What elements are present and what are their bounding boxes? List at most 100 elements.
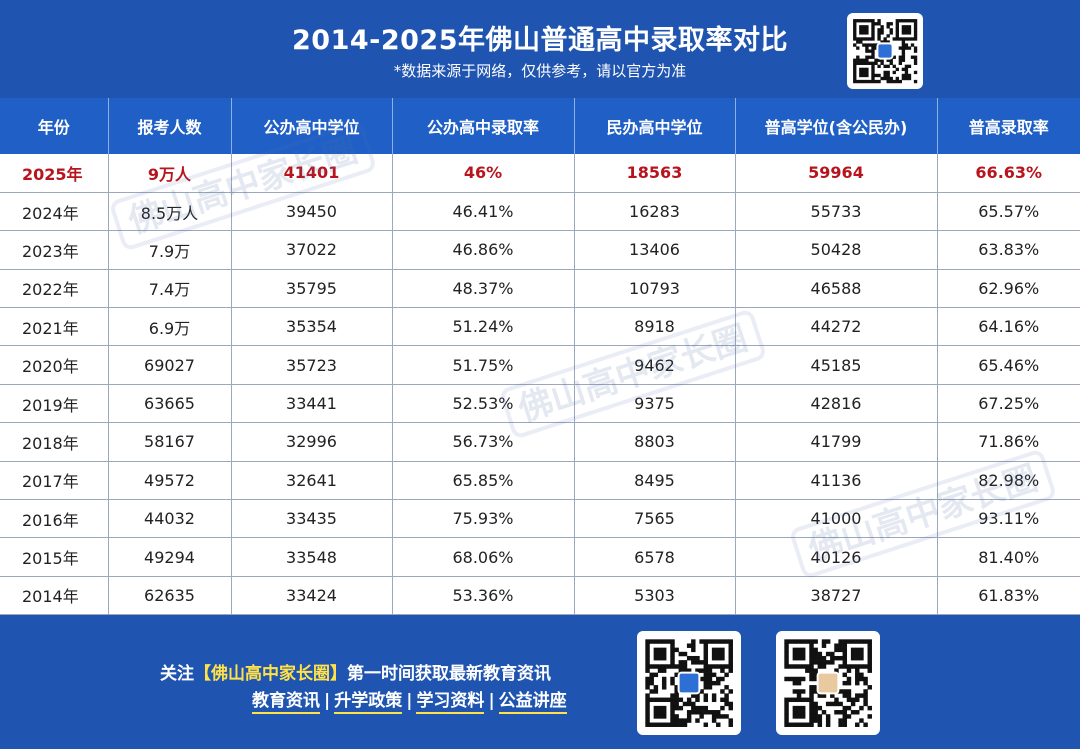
link-separator: | xyxy=(324,691,331,711)
table-cell: 9万人 xyxy=(108,154,232,193)
qr-code-icon xyxy=(637,631,741,735)
table-cell: 8.5万人 xyxy=(108,192,232,232)
year-cell: 2019年 xyxy=(0,384,109,424)
table-cell: 59964 xyxy=(735,154,938,193)
column-header: 民办高中学位 xyxy=(574,98,736,154)
table-cell: 58167 xyxy=(108,422,232,462)
table-cell: 64.16% xyxy=(937,307,1080,347)
data-table-container: 年份 报考人数 公办高中学位 公办高中录取率 民办高中学位 普高学位(含公民办) 普高录取率… xyxy=(0,98,1080,616)
table-cell: 37022 xyxy=(231,230,393,270)
table-cell: 32996 xyxy=(231,422,393,462)
year-cell: 2020年 xyxy=(0,345,109,385)
column-header: 报考人数 xyxy=(108,98,232,154)
table-cell: 65.46% xyxy=(937,345,1080,385)
table-row: 2022年 7.4万 35795 48.37% 10793 46588 62.96% xyxy=(0,269,1080,309)
table-cell: 16283 xyxy=(574,192,736,232)
table-header-row: 年份 报考人数 公办高中学位 公办高中录取率 民办高中学位 普高学位(含公民办) 普高录取率 xyxy=(0,98,1080,154)
table-cell: 33435 xyxy=(231,499,393,539)
table-row: 2016年 44032 33435 75.93% 7565 41000 93.11% xyxy=(0,499,1080,539)
table-cell: 33548 xyxy=(231,537,393,577)
table-cell: 65.85% xyxy=(392,461,575,501)
column-header: 普高录取率 xyxy=(937,98,1080,154)
year-cell: 2018年 xyxy=(0,422,109,462)
link-separator: | xyxy=(406,691,413,711)
year-cell: 2021年 xyxy=(0,307,109,347)
table-cell: 71.86% xyxy=(937,422,1080,462)
table-cell: 49572 xyxy=(108,461,232,501)
table-cell: 53.36% xyxy=(392,576,575,616)
table-cell: 46.41% xyxy=(392,192,575,232)
table-cell: 46588 xyxy=(735,269,938,309)
year-cell: 2015年 xyxy=(0,537,109,577)
follow-prefix: 关注 xyxy=(160,664,194,684)
table-cell: 67.25% xyxy=(937,384,1080,424)
table-row: 2019年 63665 33441 52.53% 9375 42816 67.25% xyxy=(0,384,1080,424)
table-cell: 81.40% xyxy=(937,537,1080,577)
table-row: 2015年 49294 33548 68.06% 6578 40126 81.40% xyxy=(0,537,1080,577)
table-cell: 41799 xyxy=(735,422,938,462)
table-cell: 7565 xyxy=(574,499,736,539)
table-cell: 39450 xyxy=(231,192,393,232)
year-cell: 2017年 xyxy=(0,461,109,501)
table-cell: 62635 xyxy=(108,576,232,616)
table-cell: 7.4万 xyxy=(108,269,232,309)
table-cell: 8495 xyxy=(574,461,736,501)
column-header: 普高学位(含公民办) xyxy=(735,98,938,154)
footer: 关注【佛山高中家长圈】第一时间获取最新教育资讯 教育资讯 | 升学政策 | 学习资料 | 公… xyxy=(0,615,1080,749)
footer-link[interactable]: 学习资料 xyxy=(416,691,485,714)
column-header: 公办高中学位 xyxy=(231,98,393,154)
table-cell: 63.83% xyxy=(937,230,1080,270)
table-row: 2021年 6.9万 35354 51.24% 8918 44272 64.16% xyxy=(0,307,1080,347)
table-cell: 40126 xyxy=(735,537,938,577)
table-cell: 33441 xyxy=(231,384,393,424)
qr-code-icon xyxy=(776,631,880,735)
table-cell: 56.73% xyxy=(392,422,575,462)
table-cell: 9462 xyxy=(574,345,736,385)
page-subtitle: *数据来源于网络，仅供参考，请以官方为准 xyxy=(393,62,687,80)
year-cell: 2023年 xyxy=(0,230,109,270)
table-cell: 35795 xyxy=(231,269,393,309)
table-cell: 38727 xyxy=(735,576,938,616)
table-cell: 35723 xyxy=(231,345,393,385)
table-cell: 13406 xyxy=(574,230,736,270)
table-cell: 51.24% xyxy=(392,307,575,347)
column-header: 年份 xyxy=(0,98,109,154)
table-cell: 42816 xyxy=(735,384,938,424)
follow-line: 关注【佛山高中家长圈】第一时间获取最新教育资讯 xyxy=(160,659,551,684)
table-row: 2017年 49572 32641 65.85% 8495 41136 82.98% xyxy=(0,461,1080,501)
table-cell: 6578 xyxy=(574,537,736,577)
table-cell: 33424 xyxy=(231,576,393,616)
year-cell: 2022年 xyxy=(0,269,109,309)
table-cell: 55733 xyxy=(735,192,938,232)
table-cell: 61.83% xyxy=(937,576,1080,616)
footer-link[interactable]: 教育资讯 xyxy=(252,691,320,714)
table-cell: 49294 xyxy=(108,537,232,577)
qr-code-icon xyxy=(847,13,923,89)
year-cell: 2016年 xyxy=(0,499,109,539)
table-cell: 8803 xyxy=(574,422,736,462)
link-separator: | xyxy=(488,691,495,711)
table-row: 2024年 8.5万人 39450 46.41% 16283 55733 65.57% xyxy=(0,192,1080,232)
page-title: 2014-2025年佛山普通高中录取率对比 xyxy=(292,25,788,56)
table-cell: 48.37% xyxy=(392,269,575,309)
table-body: 2025年 9万人 41401 46% 18563 59964 66.63% 2024年 8.5… xyxy=(0,154,1080,616)
footer-link[interactable]: 公益讲座 xyxy=(498,691,567,714)
brand-name[interactable]: 【佛山高中家长圈】 xyxy=(194,664,347,684)
table-row: 2025年 9万人 41401 46% 18563 59964 66.63% xyxy=(0,154,1080,193)
table-cell: 82.98% xyxy=(937,461,1080,501)
links-line: 教育资讯 | 升学政策 | 学习资料 | 公益讲座 xyxy=(252,686,567,714)
table-cell: 10793 xyxy=(574,269,736,309)
table-row: 2020年 69027 35723 51.75% 9462 45185 65.46% xyxy=(0,345,1080,385)
table-cell: 44272 xyxy=(735,307,938,347)
table-cell: 68.06% xyxy=(392,537,575,577)
table-cell: 52.53% xyxy=(392,384,575,424)
table-cell: 35354 xyxy=(231,307,393,347)
table-row: 2018年 58167 32996 56.73% 8803 41799 71.86% xyxy=(0,422,1080,462)
table-cell: 44032 xyxy=(108,499,232,539)
table-cell: 5303 xyxy=(574,576,736,616)
table-cell: 63665 xyxy=(108,384,232,424)
table-cell: 32641 xyxy=(231,461,393,501)
footer-link[interactable]: 升学政策 xyxy=(334,691,403,714)
table-cell: 50428 xyxy=(735,230,938,270)
table-cell: 51.75% xyxy=(392,345,575,385)
